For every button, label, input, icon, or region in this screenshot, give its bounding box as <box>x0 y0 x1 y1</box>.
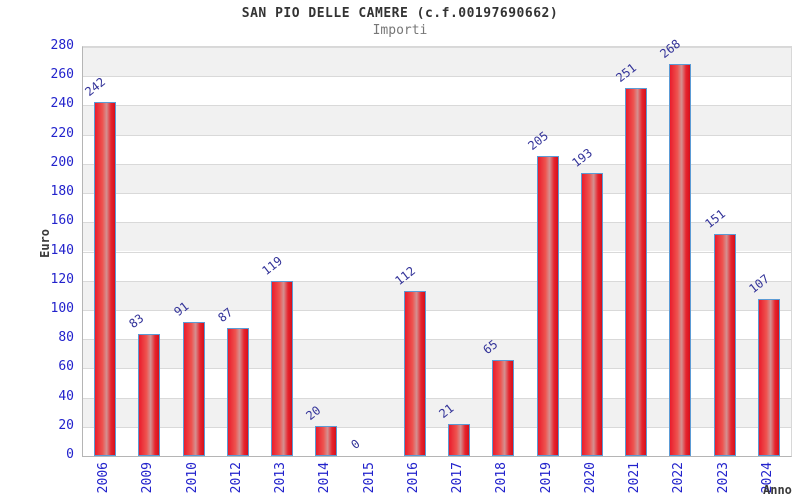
y-tick-label: 0 <box>66 447 74 462</box>
gridline <box>83 222 791 224</box>
x-tick-label: 2012 <box>228 462 244 494</box>
gridline <box>83 368 791 370</box>
y-tick-label: 240 <box>50 96 74 112</box>
bar-2013 <box>271 281 294 456</box>
bar-2009 <box>138 333 161 456</box>
gridline <box>83 426 791 428</box>
chart-subtitle: Importi <box>372 23 428 38</box>
bar-2006 <box>94 101 117 456</box>
gridline <box>83 280 791 282</box>
x-tick-label: 2023 <box>715 462 731 494</box>
bar-2017 <box>448 424 471 456</box>
y-tick-label: 20 <box>58 417 74 433</box>
gridline <box>83 134 791 136</box>
gridline <box>83 76 791 78</box>
gridline <box>83 309 791 311</box>
x-tick-label: 2019 <box>538 462 554 494</box>
y-tick-label: 280 <box>50 38 74 53</box>
gridline <box>83 193 791 195</box>
gridline <box>83 397 791 399</box>
y-tick-label: 120 <box>50 271 74 287</box>
bar-2014 <box>315 425 338 456</box>
bar-2020 <box>580 173 603 456</box>
bar-2018 <box>492 360 515 456</box>
y-tick-label: 100 <box>50 300 74 316</box>
gridline <box>83 251 791 253</box>
bar-2024 <box>757 298 780 456</box>
x-tick-label: 2021 <box>627 462 643 494</box>
x-axis-label: Anno <box>763 483 792 497</box>
bar-2022 <box>669 63 692 456</box>
gridline <box>83 163 791 165</box>
x-tick-label: 2016 <box>405 462 421 494</box>
y-tick-label: 180 <box>50 184 74 200</box>
x-tick-label: 2017 <box>450 462 466 494</box>
bar-2023 <box>713 234 736 456</box>
gridline <box>83 105 791 107</box>
gridline <box>83 47 791 48</box>
y-tick-label: 80 <box>58 330 74 346</box>
x-tick-label: 2015 <box>361 462 377 494</box>
gridline <box>83 339 791 341</box>
x-tick-label: 2010 <box>184 462 200 494</box>
x-tick-label: 2020 <box>582 462 598 494</box>
plot-area: 242 83 91 87 119 20 0 112 21 65 205 193 251 268 151 107 <box>82 36 792 457</box>
bar-2019 <box>536 155 559 456</box>
bar-2012 <box>226 327 249 456</box>
x-tick-label: 2006 <box>96 462 112 494</box>
y-tick-label: 40 <box>58 388 74 404</box>
bar-2021 <box>625 88 648 456</box>
x-tick-label: 2009 <box>140 462 156 494</box>
x-tick-label: 2014 <box>317 462 333 494</box>
y-tick-label: 60 <box>58 359 74 375</box>
y-tick-label: 160 <box>50 213 74 229</box>
x-tick-label: 2013 <box>273 462 289 494</box>
x-tick-label: 2018 <box>494 462 510 494</box>
y-tick-label: 140 <box>50 242 74 258</box>
y-tick-label: 200 <box>50 154 74 170</box>
x-tick-label: 2022 <box>671 462 687 494</box>
y-tick-label: 260 <box>50 67 74 83</box>
chart-title: SAN PIO DELLE CAMERE (c.f.00197690662) <box>241 6 559 21</box>
y-tick-label: 220 <box>50 125 74 141</box>
bar-2016 <box>403 291 426 456</box>
bar-2010 <box>182 322 205 456</box>
